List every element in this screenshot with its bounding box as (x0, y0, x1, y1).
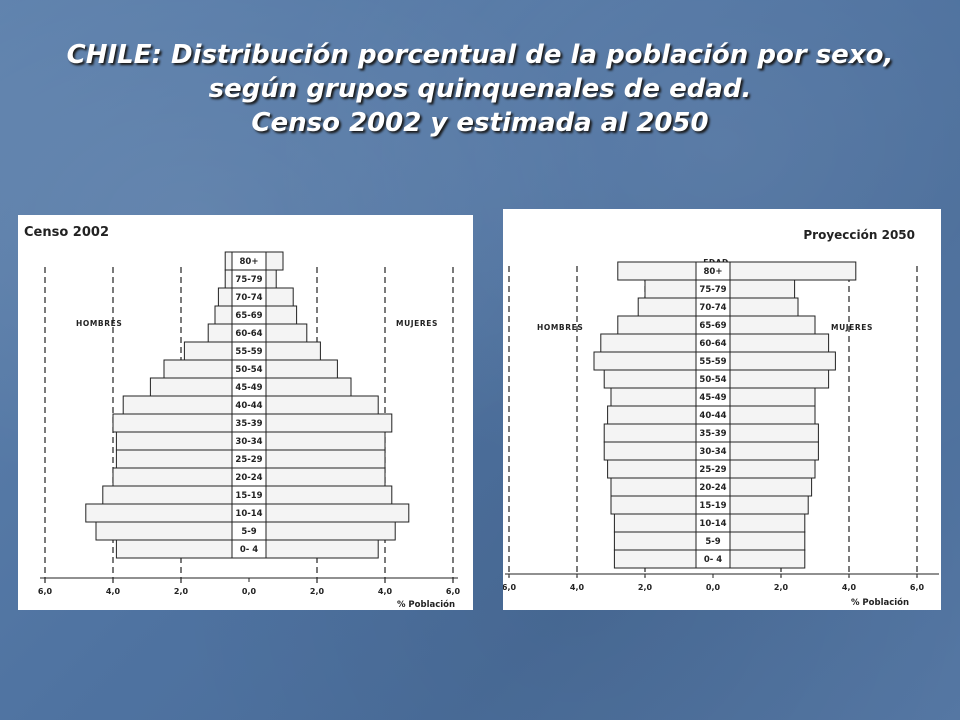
bar-hombres-8 (122, 395, 250, 415)
age-group-label-15: 5-9 (241, 527, 256, 537)
age-group-label-14: 10-14 (699, 519, 726, 529)
bar-mujeres-9 (248, 413, 393, 433)
age-group-label-5: 55-59 (235, 347, 262, 357)
x-tick-label-4: 2,0 (774, 583, 789, 592)
left-label-hombres: HOMBRES (76, 319, 122, 328)
pyramid-title: Censo 2002 (24, 225, 109, 240)
age-group-label-9: 35-39 (699, 429, 726, 439)
age-group-label-15: 5-9 (705, 537, 720, 547)
x-tick-label-1: 4,0 (570, 583, 585, 592)
pyramid-chart-2050: Proyección 2050EDADHOMBRESMUJERES80+75-7… (502, 228, 939, 608)
x-tick-label-3: 0,0 (242, 587, 257, 596)
bar-mujeres-0 (712, 261, 857, 281)
pyramid-panel-2050: Proyección 2050EDADHOMBRESMUJERES80+75-7… (502, 209, 941, 610)
age-group-label-4: 60-64 (699, 339, 726, 349)
bar-mujeres-13 (248, 485, 393, 505)
age-group-label-9: 35-39 (235, 419, 262, 429)
x-tick-label-6: 6,0 (446, 587, 461, 596)
bar-hombres-5 (593, 351, 714, 371)
pyramid-panel-2002: Censo 2002EDADHOMBRESMUJERES80+75-7970-7… (18, 215, 473, 610)
age-group-label-11: 25-29 (699, 465, 726, 475)
title-line-3: Censo 2002 y estimada al 2050 (251, 108, 709, 138)
age-group-label-10: 30-34 (235, 437, 262, 447)
title-line-2: según grupos quinquenales de edad. (208, 74, 752, 104)
age-group-label-1: 75-79 (235, 275, 262, 285)
bar-mujeres-15 (248, 521, 396, 541)
right-label-mujeres: MUJERES (396, 319, 438, 328)
bar-hombres-13 (102, 485, 250, 505)
age-group-label-14: 10-14 (235, 509, 262, 519)
x-axis-label: % Población (851, 597, 909, 608)
x-tick-label-0: 6,0 (38, 587, 53, 596)
x-tick-label-0: 6,0 (503, 583, 517, 592)
slide-title: CHILE: Distribución porcentual de la pob… (0, 38, 960, 140)
bar-mujeres-10 (248, 431, 386, 451)
bar-hombres-9 (112, 413, 250, 433)
x-tick-label-4: 2,0 (310, 587, 325, 596)
bar-mujeres-5 (712, 351, 836, 371)
age-group-label-5: 55-59 (699, 357, 726, 367)
title-line-1: CHILE: Distribución porcentual de la pob… (66, 40, 894, 70)
bar-mujeres-14 (248, 503, 410, 523)
bar-hombres-16 (115, 539, 250, 559)
age-group-label-2: 70-74 (235, 293, 262, 303)
x-tick-label-3: 0,0 (706, 583, 721, 592)
x-tick-label-5: 4,0 (378, 587, 393, 596)
age-group-label-7: 45-49 (699, 393, 726, 403)
x-tick-label-2: 2,0 (174, 587, 189, 596)
age-group-label-0: 80+ (704, 267, 723, 277)
x-tick-label-6: 6,0 (910, 583, 925, 592)
bar-mujeres-8 (248, 395, 379, 415)
x-tick-label-2: 2,0 (638, 583, 653, 592)
x-axis-label: % Población (397, 599, 455, 610)
age-label-box-16 (231, 539, 267, 559)
age-group-label-1: 75-79 (699, 285, 726, 295)
age-label-box-16 (695, 549, 731, 569)
right-label-mujeres: MUJERES (831, 323, 873, 332)
x-tick-label-5: 4,0 (842, 583, 857, 592)
pyramid-title: Proyección 2050 (803, 228, 915, 242)
left-label-hombres: HOMBRES (537, 323, 583, 332)
age-group-label-10: 30-34 (699, 447, 726, 457)
age-group-label-8: 40-44 (235, 401, 262, 411)
bar-mujeres-11 (248, 449, 386, 469)
age-group-label-13: 15-19 (235, 491, 262, 501)
bar-mujeres-16 (248, 539, 379, 559)
bar-hombres-10 (115, 431, 250, 451)
age-group-label-3: 65-69 (699, 321, 726, 331)
age-group-label-3: 65-69 (235, 311, 262, 321)
bar-hombres-14 (85, 503, 250, 523)
age-group-label-6: 50-54 (235, 365, 262, 375)
age-group-label-12: 20-24 (699, 483, 726, 493)
bar-mujeres-12 (248, 467, 386, 487)
age-group-label-12: 20-24 (235, 473, 262, 483)
age-group-label-13: 15-19 (699, 501, 726, 511)
age-group-label-11: 25-29 (235, 455, 262, 465)
bar-hombres-12 (112, 467, 250, 487)
age-group-label-0: 80+ (240, 257, 259, 267)
age-group-label-16: 0- 4 (240, 545, 258, 555)
age-group-label-6: 50-54 (699, 375, 726, 385)
age-group-label-16: 0- 4 (704, 555, 722, 565)
bar-hombres-15 (95, 521, 250, 541)
age-group-label-2: 70-74 (699, 303, 726, 313)
age-group-label-8: 40-44 (699, 411, 726, 421)
pyramid-chart-2002: Censo 2002EDADHOMBRESMUJERES80+75-7970-7… (24, 225, 461, 610)
bar-hombres-11 (115, 449, 250, 469)
age-group-label-4: 60-64 (235, 329, 262, 339)
age-group-label-7: 45-49 (235, 383, 262, 393)
x-tick-label-1: 4,0 (106, 587, 121, 596)
